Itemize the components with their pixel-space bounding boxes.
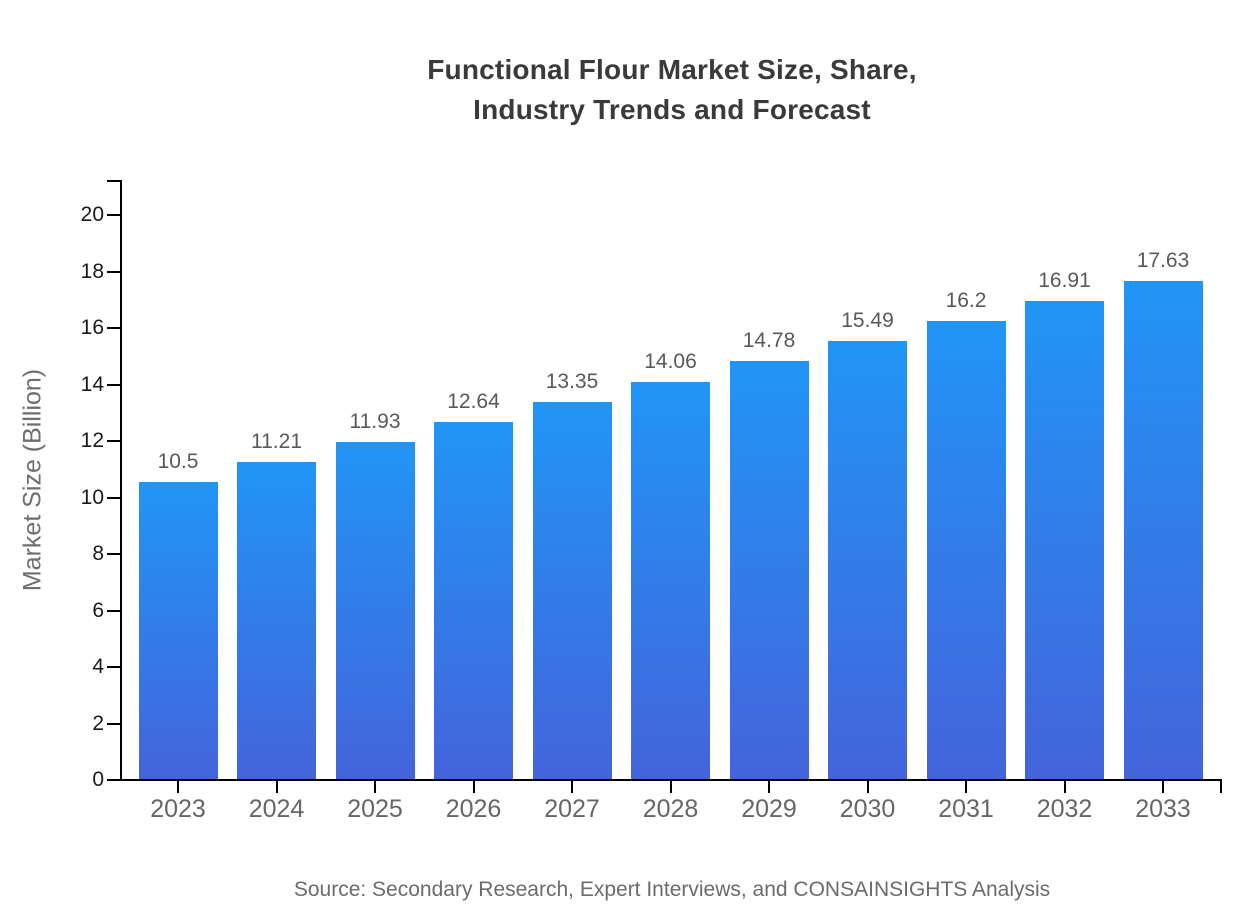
y-tick (107, 609, 120, 612)
bar (434, 421, 513, 779)
y-tick (107, 214, 120, 216)
x-tick (275, 781, 278, 793)
bar (335, 441, 415, 779)
bar (631, 381, 710, 779)
x-tick (1063, 781, 1066, 793)
x-tick-label: 2024 (248, 795, 305, 823)
y-tick-label: 4 (92, 655, 104, 678)
bar-value-label: 11.93 (349, 409, 401, 433)
x-tick (177, 781, 179, 793)
x-tick-label: 2027 (544, 795, 600, 823)
x-tick-label: 2025 (347, 795, 403, 823)
bar-value-label: 16.2 (945, 289, 987, 313)
bar-value-label: 17.63 (1136, 248, 1190, 272)
chart-title-line1: Functional Flour Market Size, Share, (427, 54, 917, 85)
bar-value-label: 14.78 (742, 329, 796, 353)
bar (1025, 301, 1104, 779)
bar-value-label: 16.91 (1038, 269, 1091, 293)
bar (532, 401, 612, 779)
bar (1123, 280, 1203, 779)
y-tick-label: 2 (92, 711, 104, 735)
chart-title-line2: Industry Trends and Forecast (473, 94, 871, 125)
y-tick-label: 0 (92, 768, 104, 791)
x-tick-label: 2032 (1036, 795, 1093, 823)
x-tick (669, 781, 672, 793)
x-tick-label: 2031 (938, 795, 994, 823)
bar (926, 321, 1006, 779)
y-tick (107, 383, 120, 386)
y-tick (107, 327, 120, 329)
x-tick-label: 2029 (741, 795, 797, 823)
bar-value-label: 14.06 (644, 349, 697, 373)
x-tick-label: 2033 (1135, 795, 1191, 823)
y-tick (107, 779, 120, 781)
y-axis-line (120, 180, 122, 781)
x-tick (866, 781, 869, 793)
bar (138, 482, 218, 779)
y-tick (107, 270, 120, 273)
x-tick (965, 781, 967, 793)
y-tick-label: 20 (80, 203, 104, 226)
y-tick (107, 722, 120, 725)
y-tick-label: 8 (92, 542, 104, 565)
y-tick-label: 12 (80, 429, 104, 452)
x-axis-line (120, 779, 1222, 781)
bar (237, 462, 316, 779)
y-tick (107, 666, 120, 668)
y-tick-label: 14 (80, 372, 104, 396)
x-tick (768, 781, 770, 793)
bar-value-label: 12.64 (447, 389, 500, 413)
x-tick-label: 2028 (642, 795, 699, 823)
bar (828, 341, 907, 779)
y-axis-end-tick (107, 180, 120, 182)
y-tick (107, 553, 120, 555)
x-tick (1162, 781, 1164, 793)
bar-value-label: 15.49 (841, 309, 894, 333)
y-tick (107, 496, 120, 499)
y-tick-label: 18 (80, 259, 104, 283)
x-tick (472, 781, 475, 793)
bar (729, 361, 809, 779)
x-tick (374, 781, 376, 793)
source-note: Source: Secondary Research, Expert Inter… (293, 878, 1051, 901)
bar-value-label: 13.35 (545, 369, 599, 393)
y-tick-label: 10 (80, 485, 104, 509)
x-tick-label: 2030 (839, 795, 896, 823)
x-axis-end-tick (1220, 781, 1222, 793)
chart-title: Functional Flour Market Size, Share, Ind… (122, 50, 1222, 130)
bar-value-label: 10.5 (157, 450, 199, 474)
bar-value-label: 11.21 (251, 430, 302, 454)
y-tick-label: 6 (92, 598, 104, 622)
y-tick-label: 16 (80, 316, 104, 339)
x-tick-label: 2026 (445, 795, 502, 823)
y-tick (107, 440, 120, 442)
x-tick-label: 2023 (150, 795, 206, 823)
x-tick (571, 781, 573, 793)
